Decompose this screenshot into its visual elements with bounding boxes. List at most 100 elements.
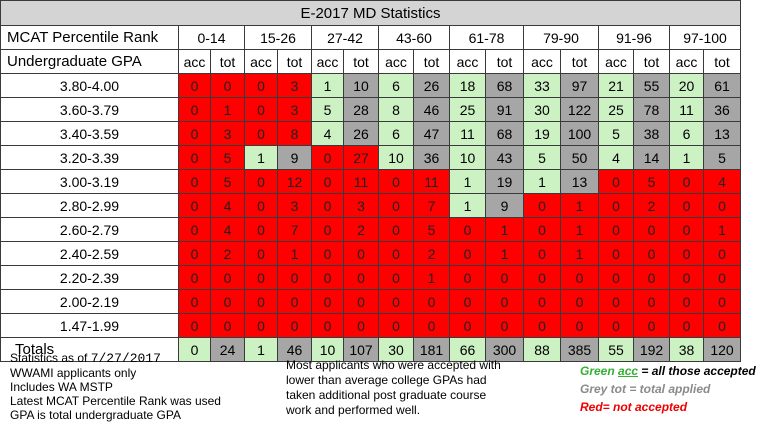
- acc-value-cell: 0: [378, 289, 414, 314]
- total-tot-cell: 192: [633, 337, 670, 362]
- tot-header: tot: [413, 49, 450, 74]
- tot-value-cell: 12: [277, 169, 312, 194]
- acc-value-cell: 0: [523, 241, 561, 266]
- gpa-range-label: 1.47-1.99: [0, 313, 179, 338]
- tot-header: tot: [633, 49, 670, 74]
- legend-grey: Grey tot = total applied: [580, 380, 756, 398]
- tot-value-cell: 97: [560, 73, 599, 98]
- mcat-range-header: 43-60: [378, 25, 450, 50]
- tot-value-cell: 47: [413, 121, 450, 146]
- total-tot-cell: 107: [343, 337, 379, 362]
- tot-value-cell: 0: [343, 289, 379, 314]
- acc-value-cell: 25: [449, 97, 486, 122]
- tot-value-cell: 100: [560, 121, 599, 146]
- total-tot-cell: 300: [485, 337, 524, 362]
- acc-value-cell: 0: [523, 313, 561, 338]
- notes-left: Statistics as of 7/27/2017 WWAMI applica…: [10, 351, 221, 422]
- acc-value-cell: 0: [378, 313, 414, 338]
- acc-value-cell: 0: [178, 169, 211, 194]
- total-tot-cell: 385: [560, 337, 599, 362]
- notes-center-line: taken additional post graduate course: [286, 388, 487, 402]
- tot-value-cell: 4: [703, 169, 741, 194]
- total-acc-cell: 66: [449, 337, 486, 362]
- table-row: 2.40-2.59 0 2 0 1 0 0 0 2 0 1 0 1 0 0 0 0: [0, 241, 741, 266]
- totals-label: Totals: [0, 337, 179, 362]
- tot-value-cell: 3: [343, 193, 379, 218]
- tot-header: tot: [560, 49, 599, 74]
- legend-green-acc: acc: [618, 364, 639, 378]
- tot-value-cell: 7: [277, 217, 312, 242]
- tot-value-cell: 2: [633, 193, 670, 218]
- acc-value-cell: 0: [311, 313, 344, 338]
- acc-value-cell: 25: [598, 97, 634, 122]
- tot-value-cell: 8: [277, 121, 312, 146]
- tot-value-cell: 0: [633, 241, 670, 266]
- tot-value-cell: 0: [343, 241, 379, 266]
- acc-value-cell: 0: [244, 217, 278, 242]
- notes-date-prefix: Statistics as of: [10, 351, 91, 365]
- acc-value-cell: 0: [523, 265, 561, 290]
- acc-value-cell: 0: [311, 241, 344, 266]
- tot-value-cell: 0: [210, 289, 245, 314]
- color-legend: Green acc = all those accepted Grey tot …: [580, 362, 756, 416]
- md-statistics-table: E-2017 MD Statistics MCAT Percentile Ran…: [0, 0, 741, 362]
- tot-value-cell: 9: [485, 193, 524, 218]
- acc-value-cell: 0: [449, 217, 486, 242]
- tot-value-cell: 91: [485, 97, 524, 122]
- acc-value-cell: 0: [178, 121, 211, 146]
- tot-value-cell: 5: [633, 169, 670, 194]
- acc-header: acc: [311, 49, 344, 74]
- acc-value-cell: 0: [311, 193, 344, 218]
- tot-value-cell: 0: [277, 289, 312, 314]
- acc-value-cell: 0: [178, 217, 211, 242]
- tot-value-cell: 9: [277, 145, 312, 170]
- notes-center-line: work and performed well.: [286, 403, 421, 417]
- table-row: 3.60-3.79 0 1 0 3 5 28 8 46 25 91 30 122 25 78 11 36: [0, 97, 741, 122]
- acc-value-cell: 0: [178, 241, 211, 266]
- gpa-range-label: 3.80-4.00: [0, 73, 179, 98]
- tot-value-cell: 1: [277, 241, 312, 266]
- acc-value-cell: 0: [669, 241, 704, 266]
- tot-value-cell: 0: [703, 241, 741, 266]
- mcat-percentile-label: MCAT Percentile Rank: [0, 25, 179, 50]
- tot-value-cell: 1: [210, 97, 245, 122]
- tot-value-cell: 10: [343, 73, 379, 98]
- tot-value-cell: 68: [485, 121, 524, 146]
- acc-value-cell: 1: [311, 73, 344, 98]
- acc-value-cell: 0: [449, 313, 486, 338]
- tot-value-cell: 43: [485, 145, 524, 170]
- notes-line: Includes WA MSTP: [10, 380, 113, 394]
- acc-value-cell: 0: [311, 217, 344, 242]
- acc-value-cell: 0: [598, 193, 634, 218]
- notes-line: WWAMI applicants only: [10, 366, 137, 380]
- mcat-range-header: 97-100: [669, 25, 741, 50]
- notes-center-line: Most applicants who were accepted with: [286, 358, 501, 372]
- acc-value-cell: 0: [378, 217, 414, 242]
- tot-value-cell: 61: [703, 73, 741, 98]
- tot-value-cell: 27: [343, 145, 379, 170]
- tot-value-cell: 0: [560, 265, 599, 290]
- tot-value-cell: 0: [277, 313, 312, 338]
- tot-value-cell: 0: [703, 193, 741, 218]
- gpa-range-label: 2.60-2.79: [0, 217, 179, 242]
- tot-value-cell: 0: [485, 265, 524, 290]
- legend-grey-text: Grey tot = total applied: [580, 382, 711, 396]
- tot-value-cell: 1: [703, 217, 741, 242]
- tot-value-cell: 0: [210, 73, 245, 98]
- tot-value-cell: 1: [560, 241, 599, 266]
- total-acc-cell: 38: [669, 337, 704, 362]
- tot-value-cell: 0: [210, 313, 245, 338]
- acc-value-cell: 0: [378, 193, 414, 218]
- table-row: 3.80-4.00 0 0 0 3 1 10 6 26 18 68 33 97 21 55 20 61: [0, 73, 741, 98]
- tot-value-cell: 0: [560, 289, 599, 314]
- acc-value-cell: 0: [378, 169, 414, 194]
- acc-value-cell: 10: [449, 145, 486, 170]
- acc-value-cell: 1: [669, 145, 704, 170]
- acc-value-cell: 0: [244, 73, 278, 98]
- acc-value-cell: 0: [311, 265, 344, 290]
- acc-value-cell: 0: [178, 289, 211, 314]
- mcat-range-header: 91-96: [598, 25, 670, 50]
- tot-value-cell: 0: [633, 217, 670, 242]
- table-title: E-2017 MD Statistics: [0, 0, 741, 26]
- tot-value-cell: 11: [343, 169, 379, 194]
